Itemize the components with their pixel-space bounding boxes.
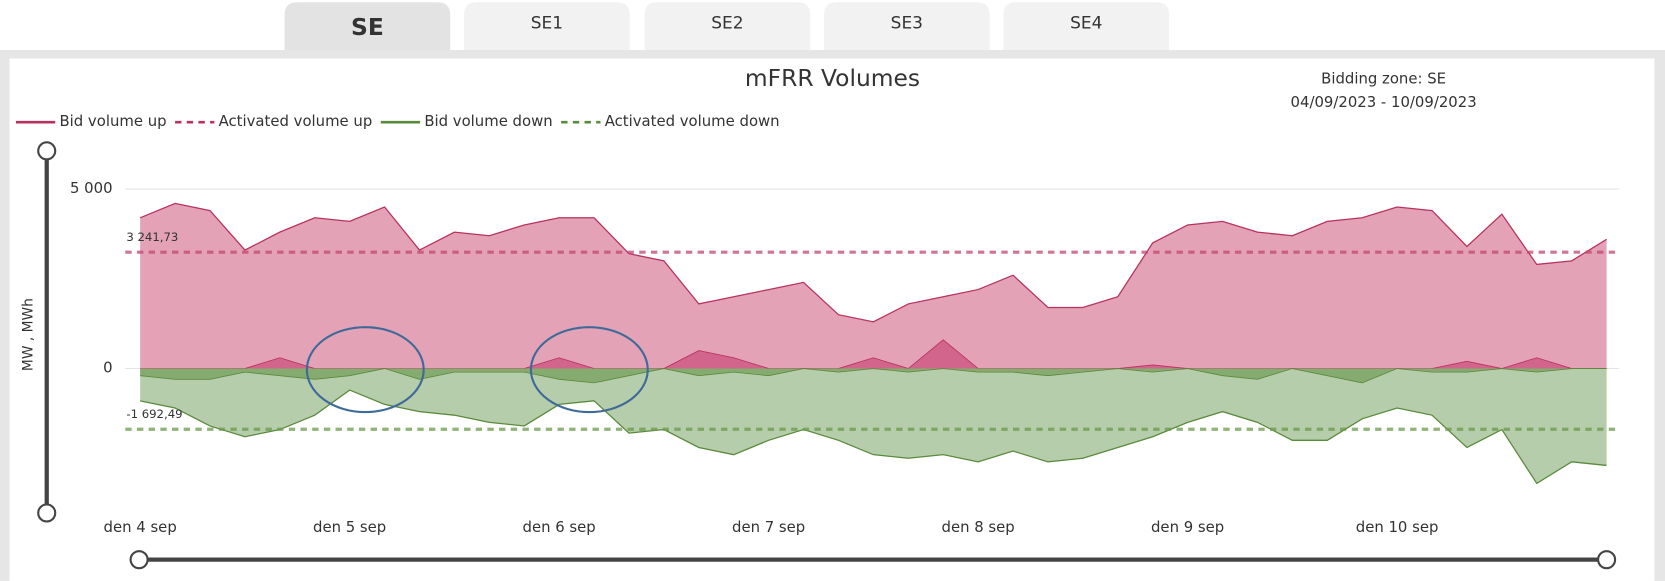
x-tick-label: den 9 sep: [1151, 518, 1224, 536]
tab-shape: [464, 2, 630, 50]
y-axis-label: MW , MWh: [21, 298, 37, 371]
slider-handle[interactable]: [37, 141, 57, 161]
legend-label: Activated volume up: [219, 112, 373, 130]
x-tick-label: den 10 sep: [1356, 518, 1439, 536]
tab-bar: SE SE1 SE2 SE3 SE4: [284, 2, 1170, 50]
reference-label: -1 692,49: [126, 407, 182, 421]
tab-shape: [644, 2, 811, 50]
tab-shape: [824, 2, 990, 50]
highlight-ellipse: [529, 326, 649, 414]
y-tick-label: 0: [103, 359, 112, 377]
slider-handle[interactable]: [129, 550, 149, 570]
tab[interactable]: SE2: [644, 2, 811, 50]
area-fill: [140, 203, 1607, 369]
tab-label: SE4: [1070, 13, 1102, 33]
area-line: [140, 389, 1607, 485]
tab-label: SE3: [891, 13, 923, 33]
tab[interactable]: SE1: [464, 2, 630, 50]
legend-label: Bid volume up: [59, 112, 166, 130]
legend-entry[interactable]: Activated volume up: [175, 112, 372, 130]
x-tick-label: den 7 sep: [732, 518, 805, 536]
highlight-ellipse: [305, 326, 425, 414]
x-tick-label: den 5 sep: [313, 518, 386, 536]
tab[interactable]: SE: [284, 2, 451, 50]
period: 04/09/2023 - 10/09/2023: [1291, 93, 1477, 111]
slider-handle[interactable]: [37, 503, 57, 523]
slider-handle[interactable]: [1597, 550, 1617, 570]
legend-label: Bid volume down: [424, 112, 552, 130]
x-tick-label: den 4 sep: [104, 518, 177, 536]
legend-entry[interactable]: Bid volume up: [15, 112, 167, 130]
area-line: [140, 368, 1607, 384]
area-fill: [140, 368, 1607, 484]
tab[interactable]: SE4: [1003, 2, 1170, 50]
x-tick-label: den 6 sep: [523, 518, 596, 536]
legend-label: Activated volume down: [605, 112, 780, 130]
chart-title: mFRR Volumes: [745, 64, 920, 92]
tab-label: SE: [351, 13, 384, 41]
tab[interactable]: SE3: [824, 2, 990, 50]
y-slider[interactable]: [37, 141, 57, 523]
tab-shape: [1003, 2, 1170, 50]
y-tick-label: 5 000: [70, 179, 113, 197]
tab-label: SE1: [531, 13, 563, 33]
bidding-zone: Bidding zone: SE: [1321, 70, 1446, 88]
x-slider[interactable]: [129, 550, 1617, 570]
legend-entry[interactable]: Activated volume down: [561, 112, 780, 130]
plot: 0 5 000 den 4 sep den 5 sep den 6 sep den 7 s…: [15, 112, 1620, 536]
tab-shape: [284, 2, 451, 50]
area-fill: [140, 339, 1607, 369]
reference-label: 3 241,73: [126, 230, 178, 244]
x-tick-label: den 8 sep: [942, 518, 1015, 536]
legend-entry[interactable]: Bid volume down: [380, 112, 553, 130]
area-line: [139, 202, 1607, 323]
tab-label: SE2: [711, 13, 743, 33]
